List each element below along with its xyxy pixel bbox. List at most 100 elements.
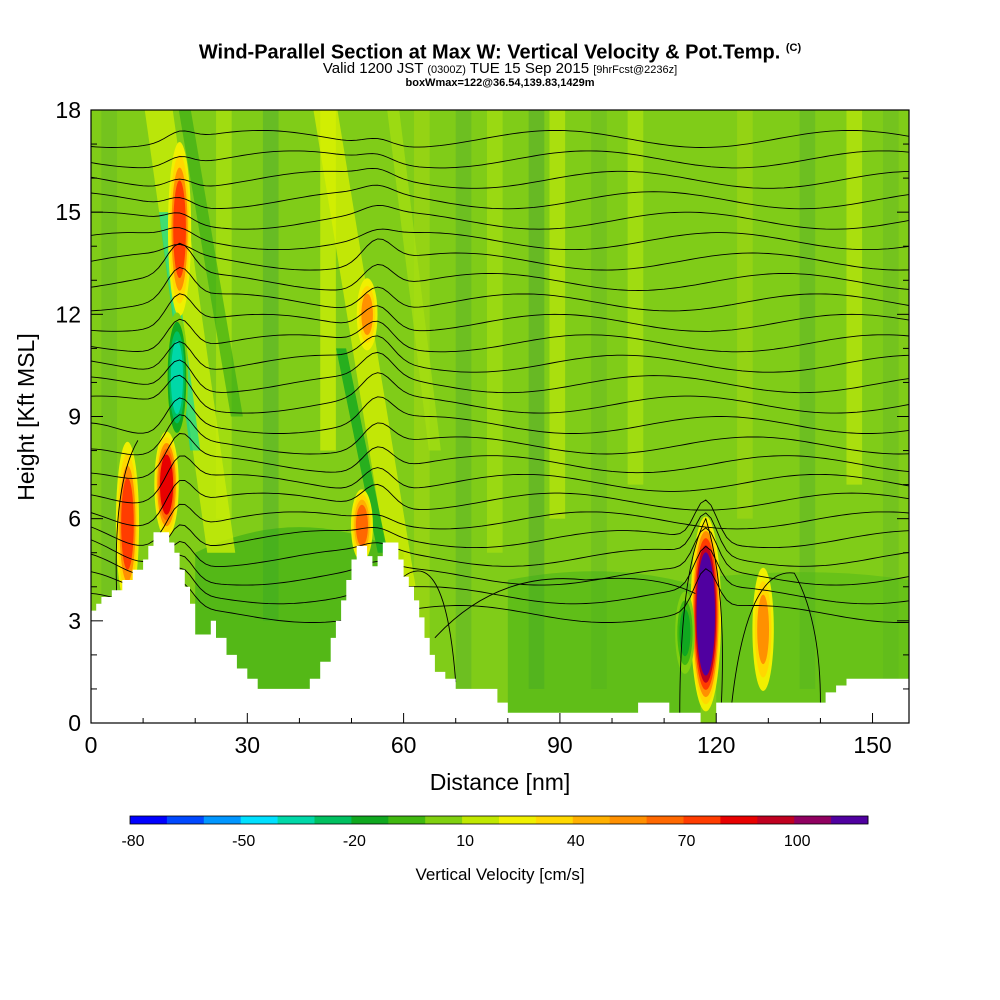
velocity-band	[486, 110, 503, 553]
y-tick-label: 6	[68, 506, 81, 532]
y-tick-label: 3	[68, 608, 81, 634]
isentrope	[91, 503, 909, 546]
updraft	[173, 180, 186, 279]
velocity-band	[846, 110, 863, 485]
plot-area	[91, 110, 909, 723]
y-tick-label: 9	[68, 404, 81, 430]
x-tick-label: 120	[697, 732, 735, 758]
colorbar-swatch	[130, 816, 168, 824]
isentrope	[115, 440, 139, 604]
isentrope	[91, 545, 909, 605]
velocity-band	[455, 110, 472, 689]
velocity-band	[507, 571, 701, 723]
isentrope	[91, 499, 909, 562]
isentrope	[91, 455, 909, 504]
velocity-band	[627, 110, 644, 485]
subtitle-forecast: [9hrFcst@2236z]	[593, 64, 678, 76]
isentrope	[91, 568, 909, 624]
colorbar-tick-label: 70	[678, 833, 696, 850]
colorbar-tick-label: -80	[121, 833, 144, 850]
colorbar-swatch	[499, 816, 537, 824]
colorbar: -80 -50 -20 10 40 70 100	[121, 815, 869, 850]
colorbar-swatch	[388, 816, 426, 824]
isentrope	[403, 570, 457, 683]
chart-title: Wind-Parallel Section at Max W: Vertical…	[0, 36, 1000, 65]
isentrope	[91, 414, 909, 456]
downdraft	[170, 340, 184, 414]
y-tick-label: 15	[55, 199, 81, 225]
isentrope	[91, 318, 909, 353]
isentrope	[91, 396, 909, 434]
y-tick-label: 18	[55, 97, 81, 123]
y-axis: 0 3 6 9 12 15 18	[55, 97, 909, 736]
chart-subtitle: Valid 1200 JST (0300Z) TUE 15 Sep 2015 […	[0, 60, 1000, 79]
colorbar-swatch	[203, 816, 242, 824]
colorbar-swatch	[425, 816, 463, 824]
isentrope	[91, 204, 909, 230]
colorbar-tick-label: -50	[232, 833, 255, 850]
colorbar-swatch	[535, 816, 574, 824]
isentrope	[91, 129, 909, 148]
isentrope	[91, 238, 909, 271]
isentrope	[434, 577, 696, 639]
x-tick-label: 150	[853, 732, 891, 758]
isentrope	[679, 517, 723, 717]
updraft	[355, 504, 368, 547]
isentrope	[91, 242, 909, 291]
x-tick-label: 0	[85, 732, 98, 758]
isentrope	[91, 293, 909, 332]
chart-title-text: Wind-Parallel Section at Max W: Vertical…	[198, 41, 781, 64]
colorbar-tick-label: 100	[784, 833, 811, 850]
subtitle-utc: (0300Z)	[427, 64, 466, 76]
isentrope	[91, 267, 909, 312]
colorbar-swatch	[240, 816, 279, 824]
colorbar-swatch	[794, 816, 832, 824]
y-tick-label: 0	[68, 710, 81, 736]
x-tick-label: 60	[391, 732, 417, 758]
x-axis-title: Distance [nm]	[430, 769, 571, 795]
isentrope	[91, 433, 909, 479]
colorbar-swatch	[683, 816, 721, 824]
updraft	[121, 477, 134, 570]
x-tick-label: 30	[235, 732, 261, 758]
colorbar-tick-label: 40	[567, 833, 585, 850]
colorbar-tick-label: -20	[343, 833, 366, 850]
isentrope	[91, 512, 909, 576]
updraft	[361, 293, 373, 336]
isentrope	[731, 572, 821, 703]
velocity-band	[528, 110, 545, 689]
isentrope	[91, 335, 909, 373]
colorbar-frame	[129, 815, 869, 825]
x-axis: 0 30 60 90 120 150	[85, 713, 892, 758]
colorbar-swatch	[646, 816, 684, 824]
isentrope	[91, 227, 909, 251]
colorbar-swatch	[720, 816, 758, 824]
y-tick-label: 12	[55, 301, 81, 327]
colorbar-swatch	[609, 816, 648, 824]
colorbar-swatch	[351, 816, 389, 824]
velocity-band	[101, 110, 118, 723]
terrain	[91, 532, 909, 723]
isentrope	[91, 372, 909, 414]
x-tick-label: 90	[547, 732, 573, 758]
colorbar-swatch	[757, 816, 795, 824]
updraft	[697, 559, 714, 669]
isentrope	[91, 479, 909, 527]
velocity-band	[591, 110, 607, 689]
velocity-band	[882, 110, 899, 689]
colorbar-swatch	[277, 816, 315, 824]
chart-subsubtitle: boxWmax=122@36.54,139.83,1429m	[405, 77, 595, 89]
colorbar-swatch	[166, 816, 205, 824]
colorbar-swatch	[314, 816, 352, 824]
velocity-streak	[336, 348, 388, 553]
colorbar-tick-label: 10	[456, 833, 474, 850]
chart-title-mark: (C)	[785, 42, 802, 54]
velocity-band	[737, 110, 753, 519]
isentrope	[91, 351, 909, 394]
y-axis-title: Height [Kft MSL]	[13, 333, 39, 500]
colorbar-swatch	[462, 816, 500, 824]
isentrope	[91, 167, 909, 189]
velocity-streak	[387, 110, 441, 451]
downdraft	[679, 609, 691, 657]
